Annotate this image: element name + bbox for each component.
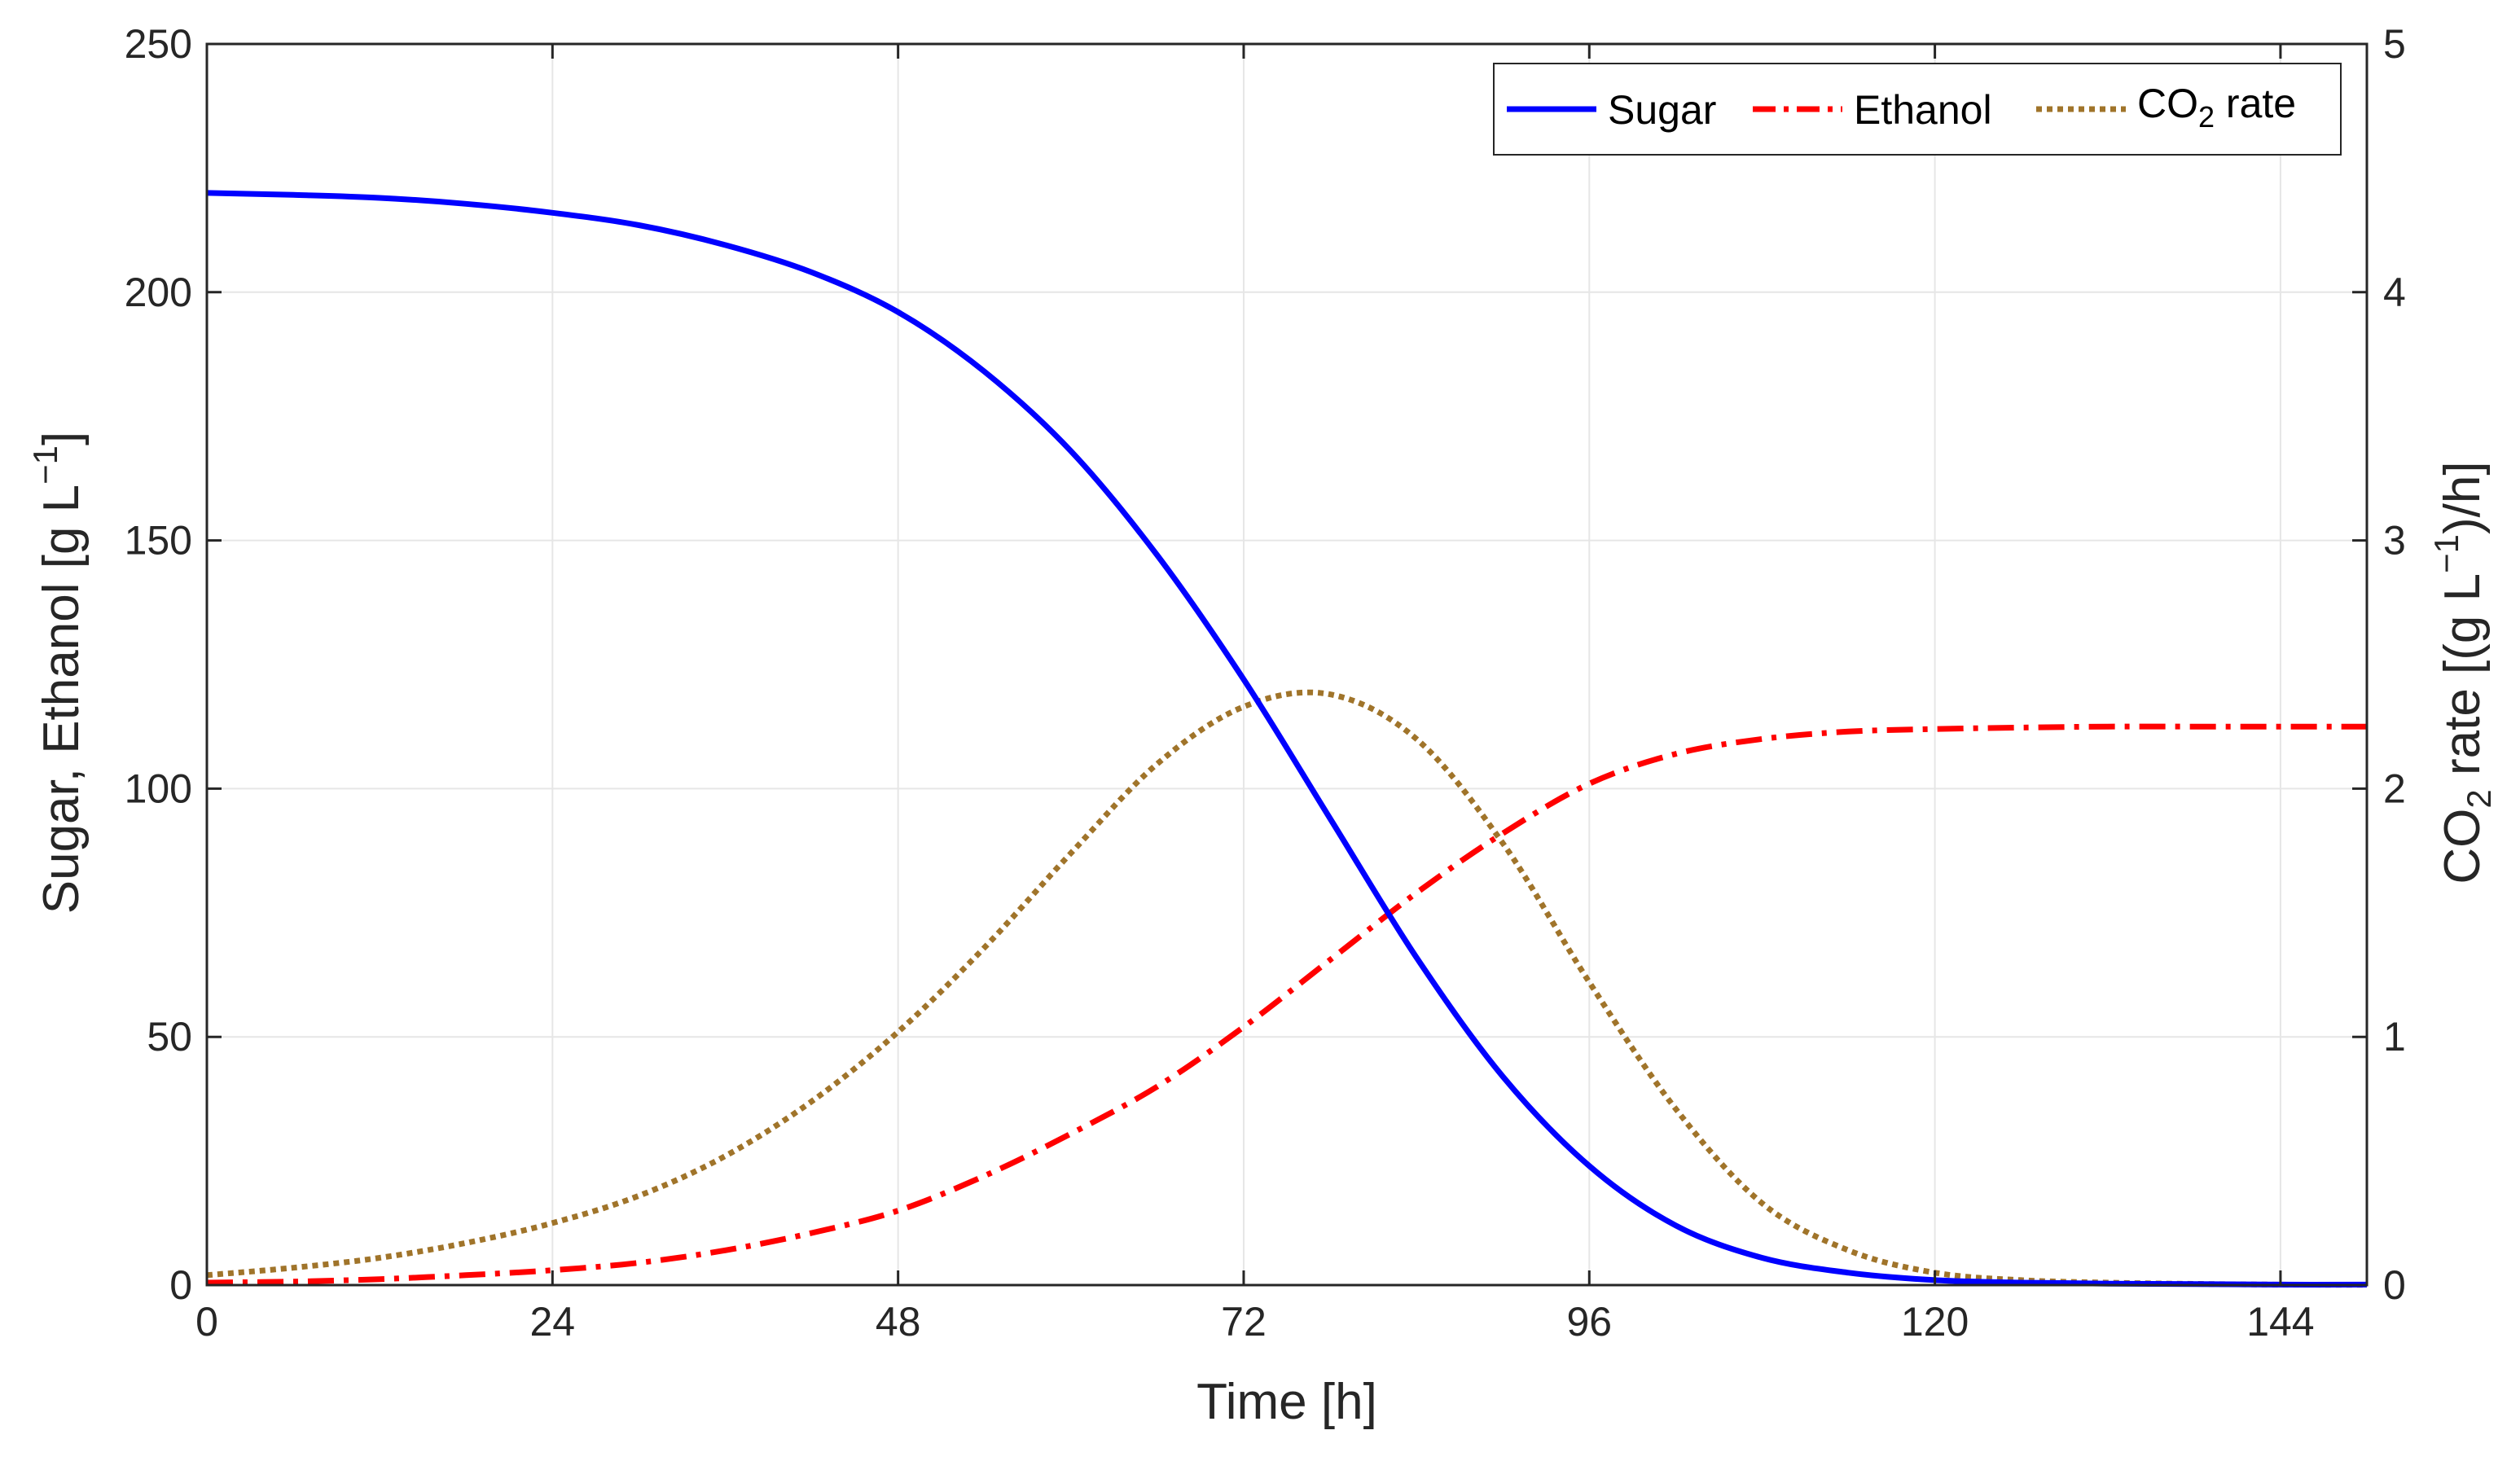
series-line-sugar xyxy=(206,190,2368,1288)
y-axis-left-label: Sugar, Ethanol [g L−1] xyxy=(26,432,90,915)
x-tick-label: 48 xyxy=(876,1299,921,1345)
y-right-tick-label: 1 xyxy=(2383,1014,2406,1060)
legend-co2-pre: CO xyxy=(2137,81,2198,126)
x-tick-label: 144 xyxy=(2246,1299,2314,1345)
y-right-tick-label: 5 xyxy=(2383,21,2406,67)
y-left-label-close: ] xyxy=(33,432,90,445)
legend-co2-post: rate xyxy=(2215,81,2296,126)
y-right-label-pre: CO xyxy=(2434,809,2491,884)
y-right-label-mid: rate [(g L xyxy=(2434,573,2491,789)
legend-co2-subscript: 2 xyxy=(2198,100,2215,134)
x-axis-label: Time [h] xyxy=(1196,1374,1377,1430)
y-left-label-superscript: −1 xyxy=(26,445,64,485)
legend-label-ethanol: Ethanol xyxy=(1854,87,1992,133)
x-tick-label: 96 xyxy=(1566,1299,1612,1345)
legend: Sugar Ethanol CO2 rate xyxy=(1493,63,2342,156)
y-left-tick-label: 0 xyxy=(169,1262,192,1308)
y-right-label-subscript: 2 xyxy=(2460,789,2498,808)
y-left-tick-label: 150 xyxy=(125,518,192,564)
y-right-label-superscript: −1 xyxy=(2427,534,2465,573)
y-left-tick-label: 200 xyxy=(125,270,192,315)
y-left-tick-label: 250 xyxy=(125,21,192,67)
x-tick-label: 120 xyxy=(1901,1299,1969,1345)
y-right-label-post: )/h] xyxy=(2434,461,2491,534)
y-left-tick-label: 100 xyxy=(125,766,192,811)
legend-label-co2: CO2 rate xyxy=(2137,81,2296,134)
plot-border xyxy=(205,42,2369,1287)
legend-label-sugar: Sugar xyxy=(1608,87,1716,133)
series-lines xyxy=(206,190,2368,1288)
x-tick-label: 24 xyxy=(530,1299,576,1345)
series-line-ethanol xyxy=(206,723,2367,1286)
y-right-tick-label: 4 xyxy=(2383,270,2406,315)
y-right-tick-label: 3 xyxy=(2383,518,2406,564)
x-tick-label: 0 xyxy=(195,1299,218,1345)
y-left-label-main: Sugar, Ethanol [g L xyxy=(33,485,90,914)
axis-ticks: 0 24 48 72 96 120 144 0 50 100 150 200 250 0 1 2 3 4 5 xyxy=(125,21,2406,1345)
legend-box xyxy=(1493,63,2342,156)
y-right-tick-label: 2 xyxy=(2383,766,2406,811)
y-right-tick-label: 0 xyxy=(2383,1262,2406,1308)
y-left-tick-label: 50 xyxy=(147,1014,192,1060)
x-tick-label: 72 xyxy=(1221,1299,1267,1345)
y-axis-right-label: CO2 rate [(g L−1)/h] xyxy=(2427,461,2498,884)
plot-area xyxy=(207,44,2367,1285)
